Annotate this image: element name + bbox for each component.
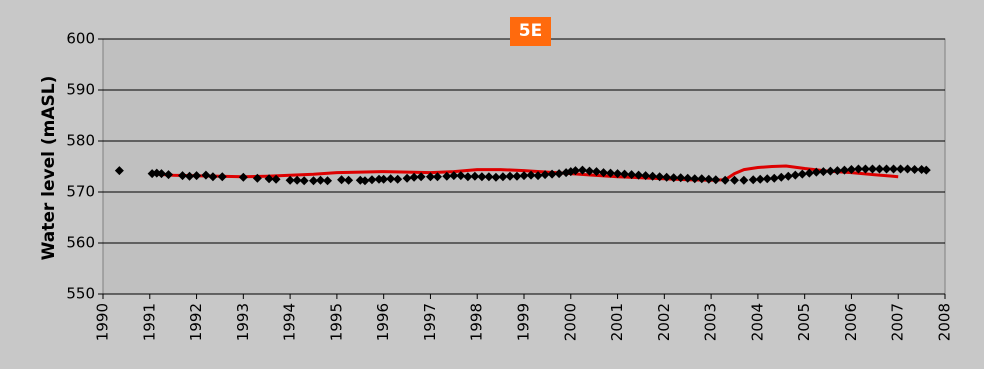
chart-frame: 550 560 570 580 590 600 1990 1991 1992 1993 1994 1…	[0, 0, 984, 369]
x-tick-label: 1990	[94, 303, 112, 341]
y-axis-title: Water level (mASL)	[39, 76, 59, 261]
x-tick-label: 2000	[561, 303, 579, 341]
x-tick-label: 2006	[842, 303, 860, 341]
x-tick-label: 2008	[936, 303, 954, 341]
x-tick-label: 2007	[889, 303, 907, 341]
chart-title: 5E	[510, 17, 551, 46]
x-tick-label: 1991	[140, 303, 158, 341]
x-tick-label: 2002	[655, 303, 673, 341]
y-tick-labels: 550 560 570 580 590 600	[66, 30, 95, 303]
y-tick-label: 590	[66, 81, 95, 99]
x-tick-label: 2003	[702, 303, 720, 341]
y-tick-label: 560	[66, 234, 95, 252]
x-tick-label: 1994	[281, 303, 299, 341]
y-tick-label: 600	[66, 30, 95, 48]
x-tick-label: 1998	[468, 303, 486, 341]
plot-area	[103, 39, 945, 294]
x-tick-label: 2004	[748, 303, 766, 341]
x-tick-label: 1999	[515, 303, 533, 341]
x-tick-label: 1993	[234, 303, 252, 341]
x-tick-label: 1995	[327, 303, 345, 341]
y-tick-label: 550	[66, 285, 95, 303]
x-tick-labels: 1990 1991 1992 1993 1994 1995 1996 1997 1998 1999…	[94, 303, 954, 341]
x-tick-label: 2005	[795, 303, 813, 341]
y-tick-label: 570	[66, 183, 95, 201]
x-tick-label: 1997	[421, 303, 439, 341]
x-tick-label: 2001	[608, 303, 626, 341]
x-tick-label: 1992	[187, 303, 205, 341]
y-tick-label: 580	[66, 132, 95, 150]
x-tick-label: 1996	[374, 303, 392, 341]
